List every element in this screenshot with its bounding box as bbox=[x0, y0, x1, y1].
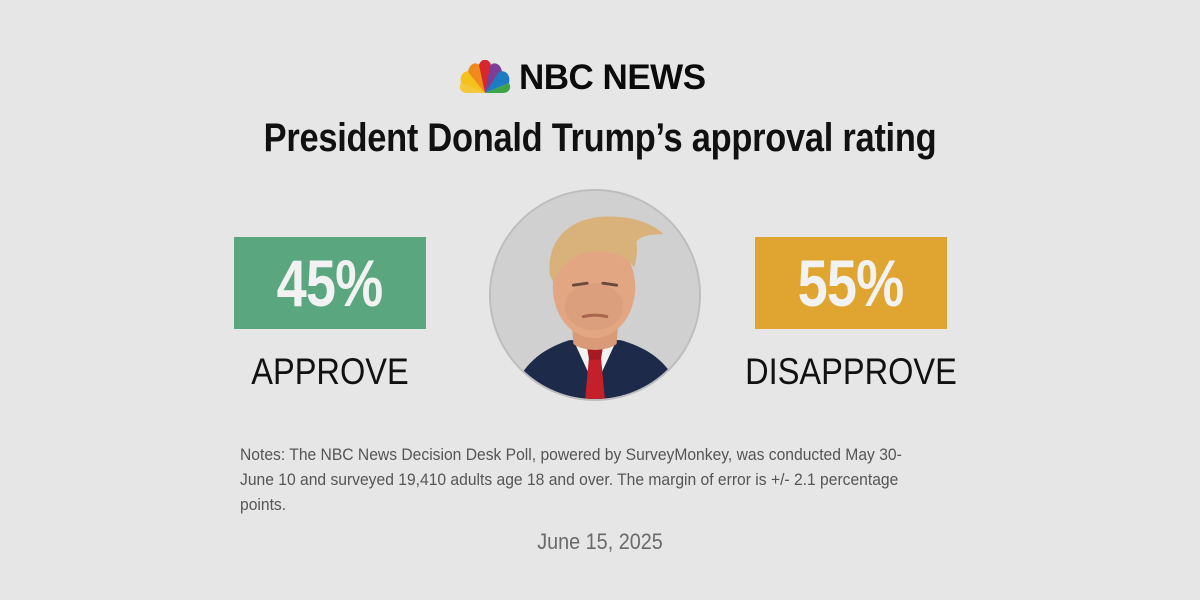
approve-label: APPROVE bbox=[251, 351, 409, 392]
brand-name: NBC NEWS bbox=[519, 58, 706, 97]
approve-percent: 45% bbox=[277, 246, 384, 320]
disapprove-label: DISAPPROVE bbox=[745, 351, 957, 392]
disapprove-percent-box: 55% bbox=[755, 237, 947, 329]
publish-date: June 15, 2025 bbox=[537, 529, 663, 554]
portrait bbox=[489, 189, 701, 401]
page-title: President Donald Trump’s approval rating bbox=[263, 116, 937, 160]
nbc-news-logo: NBC NEWS bbox=[459, 59, 706, 97]
nbc-peacock-icon bbox=[459, 60, 511, 93]
person-portrait-icon bbox=[491, 191, 699, 399]
approve-percent-box: 45% bbox=[234, 237, 426, 329]
disapprove-percent: 55% bbox=[798, 246, 905, 320]
poll-notes: Notes: The NBC News Decision Desk Poll, … bbox=[240, 445, 902, 514]
